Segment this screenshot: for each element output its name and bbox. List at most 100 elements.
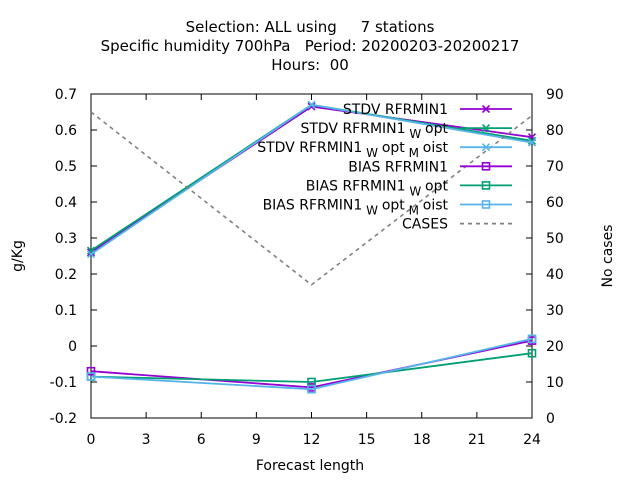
series-line <box>90 352 533 383</box>
y-axis-ticks: -0.2 -0.1 0 0.1 0.2 0.3 0.4 0.5 0.6 0.7 <box>50 87 97 427</box>
legend-label: BIAS RFRMIN1 W opt M oist <box>263 198 449 218</box>
legend-text-part: opt <box>425 178 448 194</box>
x-axis-ticks: 0 3 6 9 12 15 18 21 24 <box>87 94 541 448</box>
legend-label: BIAS RFRMIN1 W opt <box>306 178 449 198</box>
legend-subscript: M <box>405 146 423 160</box>
x-tick-label: 0 <box>87 432 96 448</box>
y2-tick-label: 90 <box>546 87 564 103</box>
legend-text-part: STDV RFRMIN1 <box>257 140 362 156</box>
series-7 <box>90 111 533 286</box>
x-tick-label: 21 <box>468 432 486 448</box>
legend-label: CASES <box>402 217 448 233</box>
marker-stroke <box>527 136 537 145</box>
y2-axis-label: No cases <box>600 225 616 288</box>
series-line <box>90 111 533 286</box>
y-tick-label: -0.1 <box>50 375 77 391</box>
data-point <box>86 372 96 381</box>
y-tick-label: 0.3 <box>55 231 77 247</box>
legend-marker <box>481 143 491 152</box>
data-point <box>527 136 537 145</box>
legend-entry: BIAS RFRMIN1 W opt <box>306 178 512 198</box>
marker-stroke <box>307 102 316 111</box>
series-line <box>90 337 533 391</box>
legend-entry: STDV RFRMIN1 W opt M oist <box>257 140 512 160</box>
legend-text-part: opt <box>382 140 405 156</box>
series-layer <box>86 100 537 394</box>
legend-label: STDV RFRMIN1 <box>343 102 448 118</box>
y2-tick-label: 40 <box>546 267 564 283</box>
legend-subscript: W <box>362 146 382 160</box>
title-line-3: Hours: 00 <box>271 56 349 74</box>
y-tick-label: 0.2 <box>55 267 77 283</box>
x-tick-label: 9 <box>252 432 261 448</box>
data-point <box>307 102 316 111</box>
y-tick-label: 0 <box>68 339 77 355</box>
y2-tick-label: 0 <box>546 411 555 427</box>
x-tick-label: 12 <box>303 432 321 448</box>
title-line-2: Specific humidity 700hPa Period: 2020020… <box>101 37 520 55</box>
legend-subscript: W <box>406 127 426 141</box>
legend-text-part: opt <box>382 198 405 214</box>
legend-marker <box>481 181 491 190</box>
data-point <box>527 334 537 344</box>
legend-marker <box>481 104 491 114</box>
y2-tick-label: 70 <box>546 159 564 175</box>
legend-text-part: STDV RFRMIN1 <box>343 102 448 118</box>
data-point <box>527 138 537 147</box>
legend-marker <box>481 162 491 171</box>
series-3 <box>86 100 537 259</box>
legend-text-part: oist <box>423 198 449 214</box>
legend-entry: BIAS RFRMIN1 <box>348 159 512 175</box>
data-point <box>86 250 96 259</box>
marker-stroke <box>307 100 316 109</box>
legend-subscript: W <box>406 184 426 198</box>
legend-subscript: M <box>405 204 423 218</box>
legend-marker <box>481 200 491 209</box>
x-tick-label: 3 <box>142 432 151 448</box>
legend-text-part: STDV RFRMIN1 <box>300 121 405 137</box>
marker-stroke <box>481 143 491 152</box>
y2-tick-label: 10 <box>546 375 564 391</box>
legend-text-part: CASES <box>402 217 448 233</box>
legend-label: STDV RFRMIN1 W opt <box>300 121 448 141</box>
marker-stroke <box>527 138 537 147</box>
y2-axis-ticks: 0 10 20 30 40 50 60 70 80 90 <box>526 87 564 427</box>
legend-text-part: BIAS RFRMIN1 <box>263 198 363 214</box>
legend-text-part: opt <box>425 121 448 137</box>
y-tick-label: 0.6 <box>55 123 77 139</box>
legend-text-part: BIAS RFRMIN1 <box>306 178 406 194</box>
y2-tick-label: 50 <box>546 231 564 247</box>
legend-entry: CASES <box>402 217 512 233</box>
marker-stroke <box>481 124 491 133</box>
y-tick-label: -0.2 <box>50 411 77 427</box>
y2-tick-label: 80 <box>546 123 564 139</box>
x-tick-label: 24 <box>523 432 541 448</box>
legend-text-part: oist <box>423 140 449 156</box>
legend-entry: STDV RFRMIN1 <box>343 102 512 118</box>
series-6 <box>86 334 537 394</box>
legend-label: STDV RFRMIN1 W opt M oist <box>257 140 448 160</box>
data-point <box>86 366 96 376</box>
legend-text-part: BIAS RFRMIN1 <box>348 159 448 175</box>
legend-entry: STDV RFRMIN1 W opt <box>300 121 512 141</box>
y-tick-label: 0.4 <box>55 195 77 211</box>
y-tick-label: 0.5 <box>55 159 77 175</box>
y2-tick-label: 30 <box>546 303 564 319</box>
data-point <box>307 384 316 394</box>
legend-entry: BIAS RFRMIN1 W opt M oist <box>263 198 512 218</box>
title-line-1: Selection: ALL using 7 stations <box>186 18 435 36</box>
legend-label: BIAS RFRMIN1 <box>348 159 448 175</box>
legend-marker <box>481 124 491 133</box>
x-tick-label: 6 <box>197 432 206 448</box>
x-axis-label: Forecast length <box>256 458 364 474</box>
y-tick-label: 0.7 <box>55 87 77 103</box>
marker-stroke <box>481 104 491 114</box>
x-tick-label: 18 <box>413 432 431 448</box>
legend-subscript: W <box>362 204 382 218</box>
marker-stroke <box>86 250 96 259</box>
y2-tick-label: 20 <box>546 339 564 355</box>
y2-tick-label: 60 <box>546 195 564 211</box>
data-point <box>527 348 537 358</box>
